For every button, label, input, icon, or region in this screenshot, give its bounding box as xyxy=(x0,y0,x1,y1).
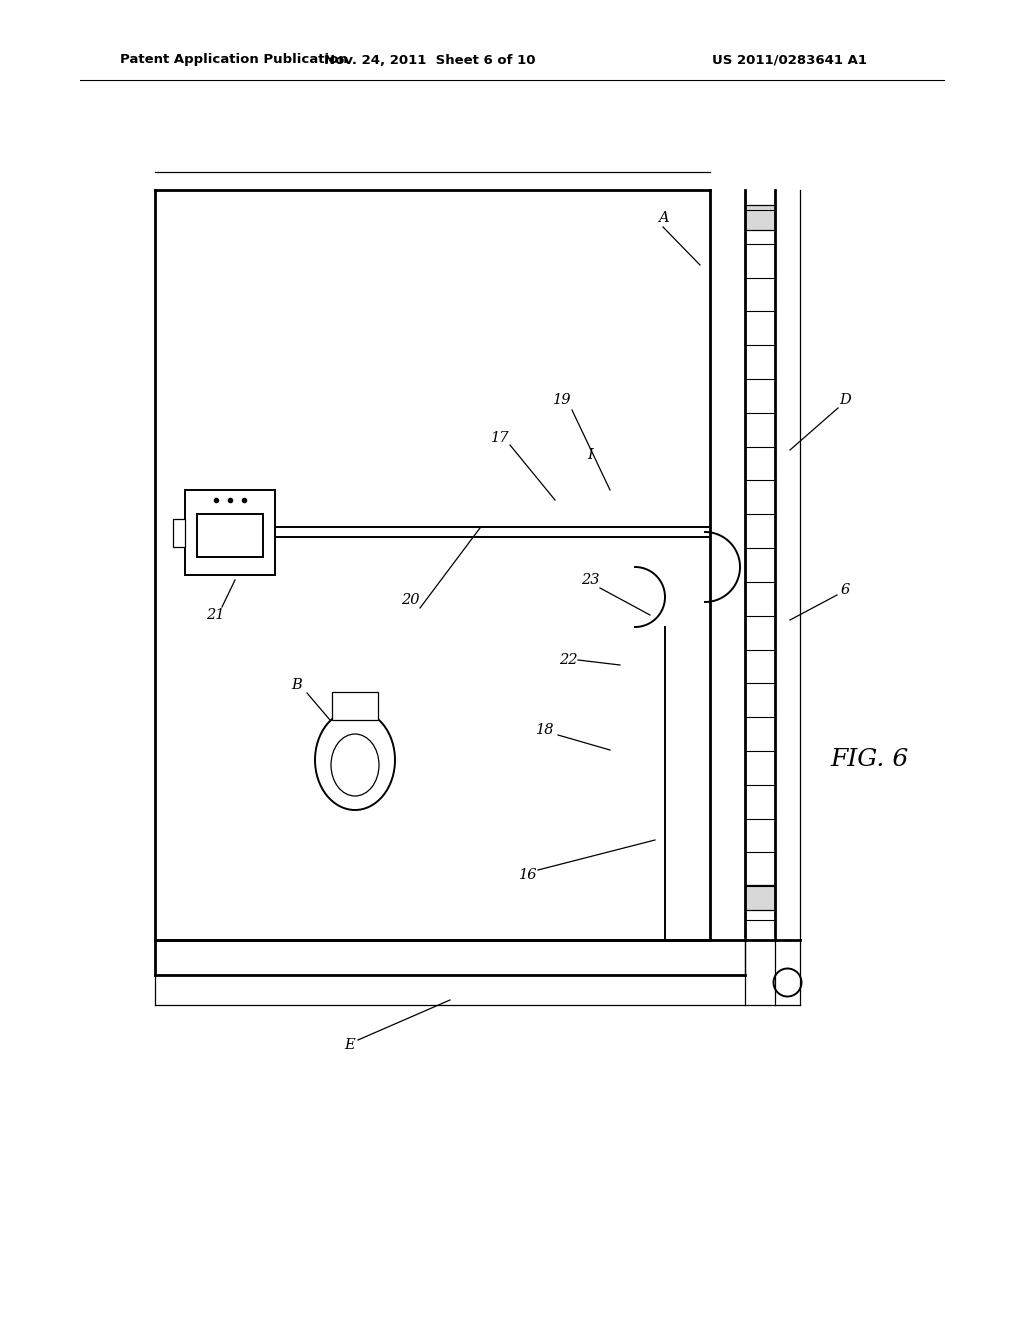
Ellipse shape xyxy=(315,710,395,810)
Text: 18: 18 xyxy=(536,723,554,737)
Text: 22: 22 xyxy=(559,653,578,667)
Bar xyxy=(173,519,185,546)
Text: E: E xyxy=(345,1038,355,1052)
Bar xyxy=(332,692,378,719)
Bar xyxy=(185,490,275,576)
Text: A: A xyxy=(657,211,669,224)
Text: 19: 19 xyxy=(553,393,571,407)
Ellipse shape xyxy=(331,734,379,796)
Bar xyxy=(745,205,775,230)
Text: 21: 21 xyxy=(206,609,224,622)
Text: US 2011/0283641 A1: US 2011/0283641 A1 xyxy=(713,54,867,66)
Text: 23: 23 xyxy=(581,573,599,587)
Bar xyxy=(745,884,775,909)
Text: I: I xyxy=(587,447,593,462)
Text: 6: 6 xyxy=(841,583,850,597)
Text: 17: 17 xyxy=(490,432,509,445)
Text: Nov. 24, 2011  Sheet 6 of 10: Nov. 24, 2011 Sheet 6 of 10 xyxy=(325,54,536,66)
Text: 16: 16 xyxy=(519,869,538,882)
Bar xyxy=(197,513,263,557)
Text: D: D xyxy=(839,393,851,407)
Text: B: B xyxy=(292,678,302,692)
Text: 20: 20 xyxy=(400,593,419,607)
Text: Patent Application Publication: Patent Application Publication xyxy=(120,54,348,66)
Text: FIG. 6: FIG. 6 xyxy=(830,748,909,771)
